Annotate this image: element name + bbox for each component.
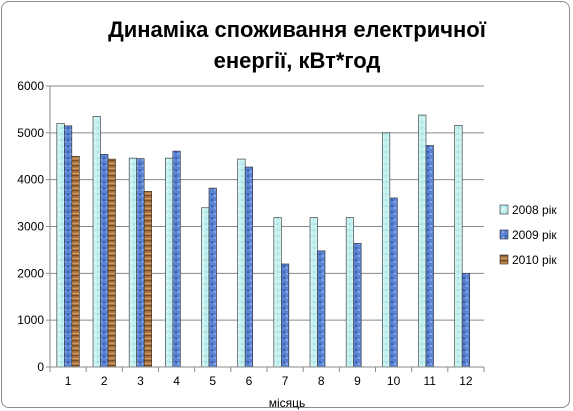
chart-title-line-2: енергії, кВт*год <box>213 48 381 73</box>
y-tick-label: 6000 <box>17 79 44 93</box>
bar-2-10 <box>389 197 398 368</box>
y-tick-label: 3000 <box>17 220 44 234</box>
x-axis-ticks: 1 2 3 4 5 6 7 8 9 10 11 12 <box>49 367 485 388</box>
bar-2-6 <box>244 166 253 368</box>
legend-label: 2010 рік <box>512 253 557 267</box>
bar-2-8 <box>317 250 326 368</box>
x-tick-label: 9 <box>354 374 361 388</box>
grid-lines <box>50 85 484 321</box>
bar-1-11 <box>418 114 427 368</box>
bar-2-2 <box>100 154 109 368</box>
x-tick-label: 2 <box>101 374 108 388</box>
x-tick-label: 7 <box>282 374 289 388</box>
x-tick-label: 3 <box>137 374 144 388</box>
legend-swatch <box>499 204 509 215</box>
bar-1-8 <box>309 217 318 368</box>
x-tick-label: 1 <box>65 374 72 388</box>
bar-1-5 <box>201 207 210 368</box>
y-tick-label: 0 <box>37 360 44 374</box>
bar-2-5 <box>208 187 217 368</box>
bar-2-1 <box>64 125 73 368</box>
bar-1-9 <box>345 217 354 368</box>
x-tick-label: 5 <box>209 374 216 388</box>
legend-swatch <box>499 229 509 240</box>
legend-label: 2009 рік <box>512 228 557 242</box>
bar-1-4 <box>165 157 174 368</box>
bar-1-2 <box>92 116 101 368</box>
bar-3-1 <box>71 155 80 368</box>
legend-label: 2008 рік <box>512 203 557 217</box>
y-tick-label: 5000 <box>17 126 44 140</box>
x-axis-label: місяць <box>269 396 306 410</box>
x-tick-label: 11 <box>424 374 437 388</box>
y-tick-label: 2000 <box>17 266 44 280</box>
bar-1-12 <box>454 125 463 368</box>
x-tick-label: 6 <box>246 374 253 388</box>
legend: 2008 рік 2009 рік 2010 рік <box>499 203 557 267</box>
bar-1-10 <box>382 132 391 368</box>
bar-2-9 <box>353 243 362 368</box>
x-tick-label: 8 <box>318 374 325 388</box>
bar-1-1 <box>56 123 65 368</box>
y-axis-ticks: 0 1000 2000 3000 4000 5000 6000 <box>17 79 50 374</box>
chart-title-line-1: Динаміка споживання електричної <box>108 17 486 42</box>
bar-2-12 <box>461 273 470 368</box>
bar-1-7 <box>273 217 282 368</box>
bar-2-4 <box>172 150 181 368</box>
bar-2-7 <box>281 263 290 368</box>
y-tick-label: 4000 <box>17 173 44 187</box>
bar-1-3 <box>128 157 137 368</box>
legend-swatch <box>499 254 509 265</box>
y-tick-label: 1000 <box>17 313 44 327</box>
bar-3-2 <box>107 158 116 368</box>
bars-group <box>56 114 470 368</box>
bar-3-3 <box>143 191 152 368</box>
x-tick-label: 10 <box>387 374 401 388</box>
bar-1-6 <box>237 158 246 368</box>
x-tick-label: 4 <box>173 374 180 388</box>
bar-2-11 <box>425 145 434 368</box>
chart-title: Динаміка споживання електричної енергії,… <box>62 14 532 76</box>
x-tick-label: 12 <box>459 374 473 388</box>
bar-2-3 <box>136 158 145 368</box>
